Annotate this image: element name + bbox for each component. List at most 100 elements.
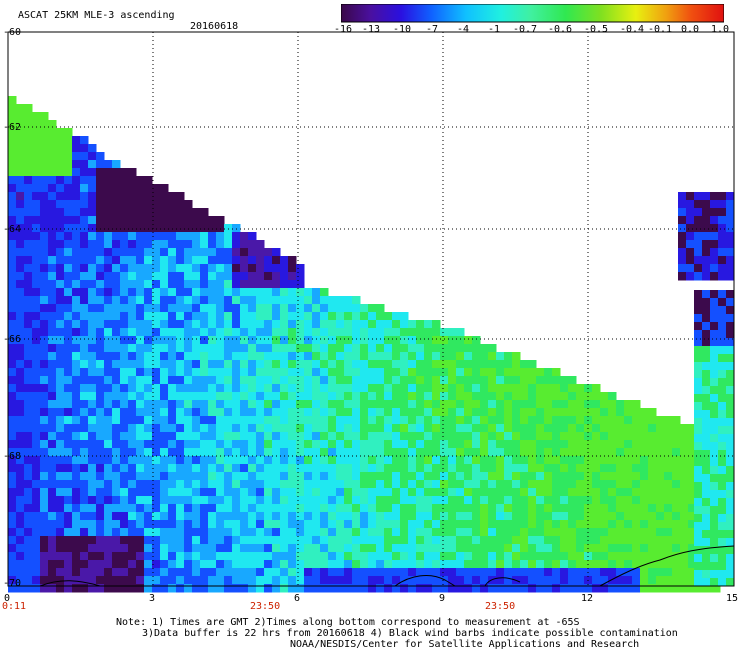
data-cell (528, 440, 537, 449)
data-cell (392, 496, 401, 505)
data-cell (40, 496, 49, 505)
data-cell (168, 232, 177, 241)
data-cell (40, 216, 49, 225)
data-cell (48, 528, 57, 537)
data-cell (208, 296, 217, 305)
data-cell (464, 424, 473, 433)
data-cell (144, 200, 153, 209)
data-cell (376, 368, 385, 377)
data-cell (24, 576, 33, 585)
data-cell (344, 312, 353, 321)
data-cell (224, 360, 233, 369)
data-cell (400, 496, 409, 505)
data-cell (152, 344, 161, 353)
data-cell (710, 450, 719, 459)
data-cell (24, 192, 33, 201)
data-cell (280, 576, 289, 585)
data-cell (144, 248, 153, 257)
data-cell (224, 296, 233, 305)
data-cell (424, 376, 433, 385)
data-cell (440, 480, 449, 489)
data-cell (360, 360, 369, 369)
data-cell (296, 584, 305, 593)
data-cell (24, 528, 33, 537)
data-cell (184, 536, 193, 545)
data-cell (248, 504, 257, 513)
data-cell (328, 440, 337, 449)
data-cell (504, 400, 513, 409)
data-cell (726, 506, 735, 515)
data-cell (176, 272, 185, 281)
data-cell (576, 424, 585, 433)
data-cell (8, 136, 17, 145)
data-cell (136, 200, 145, 209)
data-cell (176, 536, 185, 545)
data-cell (56, 480, 65, 489)
data-cell (112, 536, 121, 545)
data-cell (80, 136, 89, 145)
data-cell (120, 408, 129, 417)
data-cell (624, 440, 633, 449)
data-cell (144, 288, 153, 297)
data-cell (24, 256, 33, 265)
data-cell (702, 232, 711, 241)
data-cell (328, 376, 337, 385)
data-cell (312, 328, 321, 337)
data-cell (32, 456, 41, 465)
data-cell (216, 304, 225, 313)
data-cell (256, 256, 265, 265)
data-cell (384, 576, 393, 585)
data-cell (416, 344, 425, 353)
data-cell (344, 536, 353, 545)
data-cell (208, 240, 217, 249)
data-cell (344, 472, 353, 481)
data-cell (272, 280, 281, 289)
data-cell (32, 120, 41, 129)
data-cell (224, 352, 233, 361)
data-cell (16, 440, 25, 449)
data-cell (576, 544, 585, 553)
data-cell (128, 368, 137, 377)
data-cell (136, 504, 145, 513)
data-cell (40, 120, 49, 129)
data-cell (424, 504, 433, 513)
data-cell (184, 224, 193, 233)
data-cell (272, 424, 281, 433)
data-cell (328, 472, 337, 481)
color-scale-label: -4 (456, 24, 470, 35)
data-cell (576, 432, 585, 441)
data-cell (376, 544, 385, 553)
data-cell (192, 424, 201, 433)
data-cell (16, 256, 25, 265)
data-cell (600, 400, 609, 409)
data-cell (168, 432, 177, 441)
data-cell (208, 424, 217, 433)
data-cell (352, 376, 361, 385)
data-cell (280, 432, 289, 441)
data-cell (448, 488, 457, 497)
data-cell (456, 384, 465, 393)
data-cell (176, 576, 185, 585)
data-cell (624, 400, 633, 409)
data-cell (688, 520, 697, 529)
data-cell (384, 504, 393, 513)
data-cell (688, 536, 697, 545)
data-cell (264, 384, 273, 393)
data-cell (408, 320, 417, 329)
data-cell (264, 368, 273, 377)
data-cell (216, 448, 225, 457)
data-cell (336, 400, 345, 409)
data-cell (560, 472, 569, 481)
data-cell (224, 248, 233, 257)
data-cell (694, 322, 703, 331)
data-cell (64, 400, 73, 409)
data-cell (272, 344, 281, 353)
data-cell (520, 544, 529, 553)
data-cell (592, 408, 601, 417)
data-cell (288, 432, 297, 441)
data-cell (384, 544, 393, 553)
data-cell (448, 440, 457, 449)
data-cell (456, 448, 465, 457)
data-cell (576, 536, 585, 545)
